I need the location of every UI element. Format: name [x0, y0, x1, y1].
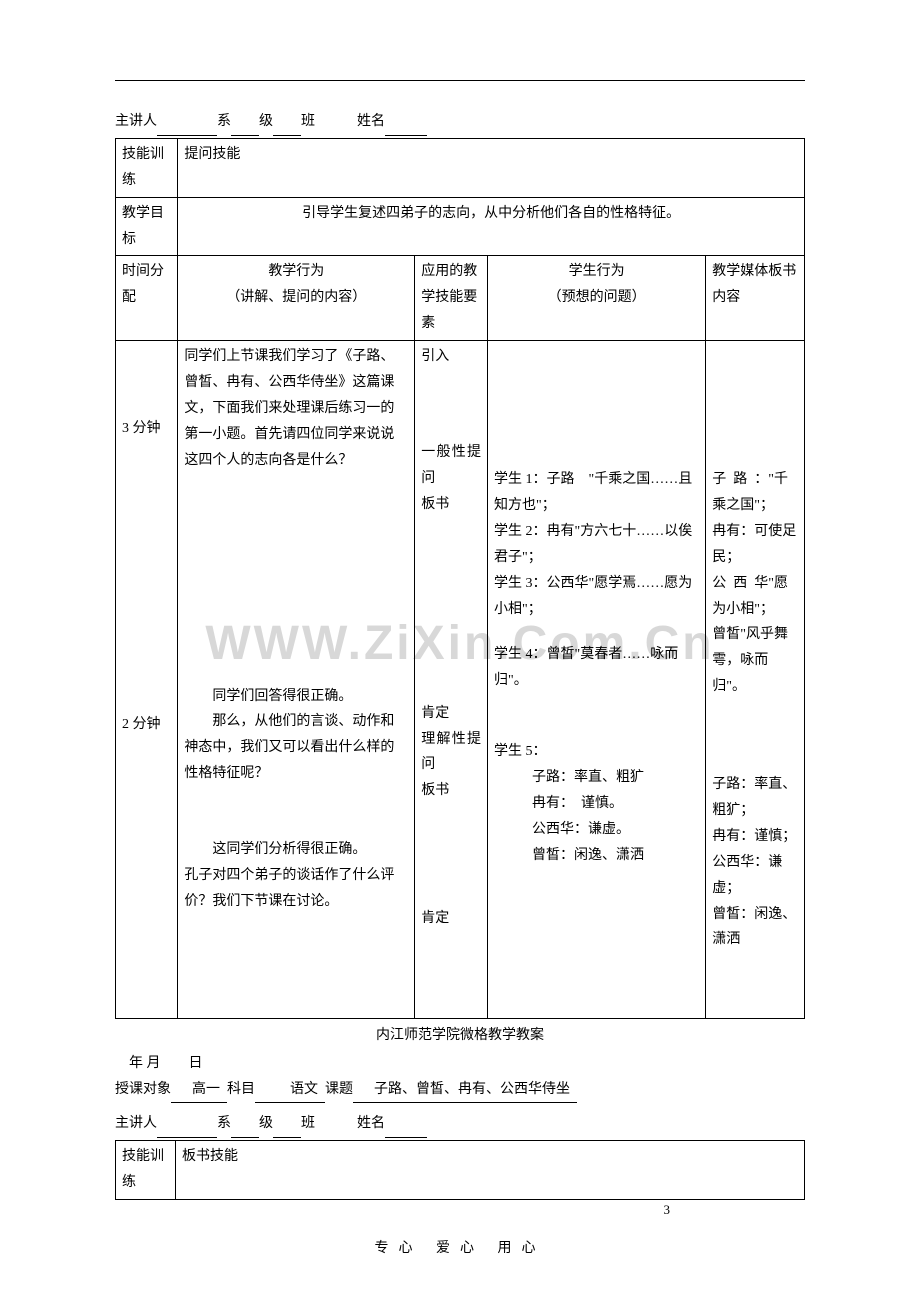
- page-number: 3: [664, 1198, 671, 1222]
- board-7: 公西华：谦虚；: [712, 850, 798, 902]
- tech-2b: 理解性提问: [421, 727, 481, 779]
- class-suffix: 班: [301, 114, 315, 129]
- grade-suffix: 级: [259, 1116, 273, 1131]
- board-6: 冉有：谨慎；: [712, 824, 798, 850]
- class-blank: [273, 109, 301, 136]
- footer-text: 专心 爱心 用心: [115, 1236, 805, 1262]
- class-blank: [273, 1111, 301, 1138]
- table-row: 教学目标 引导学生复述四弟子的志向，从中分析他们各自的性格特征。: [116, 197, 805, 256]
- board-8: 曾皙：闲逸、潇洒: [712, 902, 798, 954]
- name-blank: [385, 109, 427, 136]
- time-2: 2 分钟: [122, 712, 171, 738]
- audience-value: 高一: [171, 1077, 227, 1104]
- student-5d: 曾皙：闲逸、潇洒: [494, 843, 699, 869]
- behavior-2b: 那么，从他们的言谈、动作和神态中，我们又可以看出什么样的性格特征呢？: [184, 709, 408, 787]
- cell-skill-label: 技能训练: [116, 138, 178, 197]
- col-header-time: 时间分配: [116, 256, 178, 341]
- main-table: 技能训练 提问技能 教学目标 引导学生复述四弟子的志向，从中分析他们各自的性格特…: [115, 138, 805, 1019]
- name-label: 姓名: [357, 1116, 385, 1131]
- dept-suffix: 系: [217, 114, 231, 129]
- student-5h: 学生 5：: [494, 739, 699, 765]
- presenter-blank: [157, 109, 217, 136]
- header-student-a: 学生行为: [494, 259, 699, 285]
- grade-suffix: 级: [259, 114, 273, 129]
- name-label: 姓名: [357, 114, 385, 129]
- header-student-b: （预想的问题）: [494, 285, 699, 311]
- table-row: 技能训练 板书技能: [116, 1141, 805, 1200]
- topic-label: 课题: [325, 1082, 353, 1097]
- second-table: 技能训练 板书技能: [115, 1140, 805, 1200]
- cell-student: 学生 1：子路 "千乘之国……且知方也"； 学生 2：冉有"方六七十……以俟君子…: [488, 341, 706, 1019]
- presenter-line: 主讲人 系 级 班 姓名: [115, 109, 805, 136]
- cell-behavior: 同学们上节课我们学习了《子路、曾皙、冉有、公西华侍坐》这篇课文，下面我们来处理课…: [178, 341, 415, 1019]
- date-line: 年 月 日: [115, 1051, 805, 1077]
- topic-value: 子路、曾皙、冉有、公西华侍坐: [353, 1077, 577, 1104]
- tech-1a: 引入: [421, 344, 481, 370]
- board-1: 子路："千乘之国"；: [712, 467, 798, 519]
- cell-time: 3 分钟 2 分钟: [116, 341, 178, 1019]
- header-behavior-a: 教学行为: [184, 259, 408, 285]
- grade-blank: [231, 109, 259, 136]
- grade-blank: [231, 1111, 259, 1138]
- student-3: 学生 3：公西华"愿学焉……愿为小相"；: [494, 571, 699, 623]
- cell-board: 子路："千乘之国"； 冉有：可使足民； 公西华"愿为小相"； 曾皙"风乎舞雩，咏…: [706, 341, 805, 1019]
- subject-label: 科目: [227, 1082, 255, 1097]
- subject-value: 语文: [255, 1077, 325, 1104]
- cell-goal-value: 引导学生复述四弟子的志向，从中分析他们各自的性格特征。: [178, 197, 805, 256]
- board-5: 子路：率直、粗犷；: [712, 772, 798, 824]
- top-rule: [115, 80, 805, 81]
- student-5b: 冉有： 谨慎。: [494, 791, 699, 817]
- course-info-line: 授课对象 高一 科目 语文 课题 子路、曾皙、冉有、公西华侍坐: [115, 1077, 805, 1104]
- presenter-label: 主讲人: [115, 1116, 157, 1131]
- presenter-line-2: 主讲人 系 级 班 姓名: [115, 1111, 805, 1138]
- time-1: 3 分钟: [122, 416, 171, 442]
- behavior-1: 同学们上节课我们学习了《子路、曾皙、冉有、公西华侍坐》这篇课文，下面我们来处理课…: [184, 344, 408, 473]
- audience-label: 授课对象: [115, 1082, 171, 1097]
- behavior-2c: 这同学们分析得很正确。: [184, 837, 408, 863]
- board-3: 公西华"愿为小相"；: [712, 571, 798, 623]
- tech-2d: 肯定: [421, 906, 481, 932]
- name-blank: [385, 1111, 427, 1138]
- table-row: 技能训练 提问技能: [116, 138, 805, 197]
- cell-skill-label: 技能训练: [116, 1141, 176, 1200]
- cell-goal-label: 教学目标: [116, 197, 178, 256]
- col-header-board: 教学媒体板书内容: [706, 256, 805, 341]
- student-5c: 公西华：谦虚。: [494, 817, 699, 843]
- behavior-2d: 孔子对四个弟子的谈话作了什么评价？我们下节课在讨论。: [184, 863, 408, 915]
- student-1: 学生 1：子路 "千乘之国……且知方也"；: [494, 467, 699, 519]
- page-content: 主讲人 系 级 班 姓名 技能训练 提问技能 教学目标 引导学生复述四弟子的志向…: [115, 80, 805, 1262]
- col-header-student: 学生行为 （预想的问题）: [488, 256, 706, 341]
- table-header-row: 时间分配 教学行为 （讲解、提问的内容） 应用的教学技能要素 学生行为 （预想的…: [116, 256, 805, 341]
- dept-suffix: 系: [217, 1116, 231, 1131]
- col-header-tech: 应用的教学技能要素: [415, 256, 488, 341]
- tech-2a: 肯定: [421, 701, 481, 727]
- cell-skill-value: 板书技能: [176, 1141, 805, 1200]
- student-4: 学生 4：曾皙"莫春者……咏而归"。: [494, 642, 699, 694]
- tech-1c: 板书: [421, 492, 481, 518]
- presenter-blank: [157, 1111, 217, 1138]
- student-2: 学生 2：冉有"方六七十……以俟君子"；: [494, 519, 699, 571]
- board-2: 冉有：可使足民；: [712, 519, 798, 571]
- cell-tech: 引入 一般性提问 板书 肯定 理解性提问 板书 肯定: [415, 341, 488, 1019]
- tech-1b: 一般性提问: [421, 440, 481, 492]
- header-behavior-b: （讲解、提问的内容）: [184, 285, 408, 311]
- behavior-2a: 同学们回答得很正确。: [184, 684, 408, 710]
- cell-skill-value: 提问技能: [178, 138, 805, 197]
- col-header-behavior: 教学行为 （讲解、提问的内容）: [178, 256, 415, 341]
- tech-2c: 板书: [421, 778, 481, 804]
- student-5a: 子路：率直、粗犷: [494, 765, 699, 791]
- board-4: 曾皙"风乎舞雩，咏而归"。: [712, 622, 798, 700]
- class-suffix: 班: [301, 1116, 315, 1131]
- table-row: 3 分钟 2 分钟 同学们上节课我们学习了《子路、曾皙、冉有、公西华侍坐》这篇课…: [116, 341, 805, 1019]
- section-title: 内江师范学院微格教学教案: [115, 1023, 805, 1049]
- presenter-label: 主讲人: [115, 114, 157, 129]
